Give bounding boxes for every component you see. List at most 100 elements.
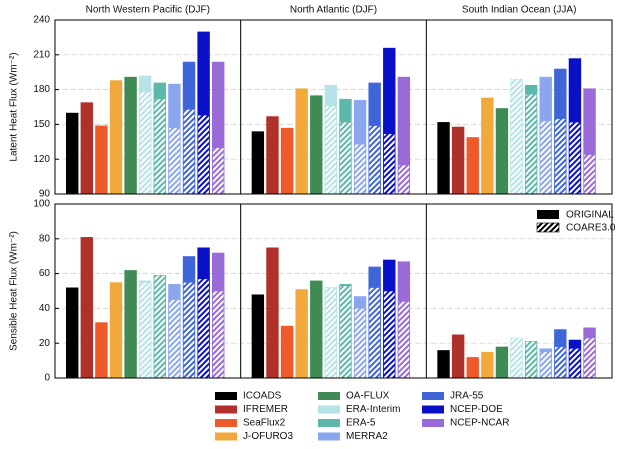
legend-swatch [318,392,340,400]
hatched-bar [153,275,166,379]
legend-label: SeaFlux2 [243,418,286,429]
hatched-bar [525,93,538,195]
y-tick-label: 150 [33,119,50,130]
legend-swatch [537,210,559,219]
bar [495,346,509,378]
legend-swatch [318,419,340,427]
bar [481,351,494,378]
bar [280,325,294,378]
bar [481,97,494,194]
hatched-bar [554,346,567,379]
hatched-bar [139,281,152,379]
bar [80,102,93,194]
legend-label: JRA-55 [450,391,484,402]
hatched-bar [397,301,410,379]
hatched-bar [525,341,538,379]
legend-label: NCEP-NCAR [450,418,509,429]
legend-swatch [215,432,237,441]
legend-label: ORIGINAL [566,210,614,221]
y-tick-label: 20 [39,338,51,349]
hatched-bar [510,337,523,379]
bar [95,125,108,194]
hatched-bar [168,127,181,195]
legend-label: OA-FLUX [346,391,390,402]
hatched-bar [339,285,352,379]
legend-swatch [422,419,444,427]
hatched-bar [354,308,367,379]
y-tick-label: 0 [44,373,50,384]
y-axis-label: Sensible Heat Flux (Wm⁻²) [9,231,20,351]
bar [310,95,323,194]
hatched-bar [568,121,581,195]
bar [295,88,308,194]
hatched-bar [183,109,196,195]
bar [80,237,93,378]
bar [466,137,479,194]
hatched-bar [368,287,381,379]
legend-label: ERA-Interim [346,404,400,415]
bar [109,282,123,378]
bar [466,357,479,378]
bar [495,108,509,194]
hatched-bar [539,351,552,379]
hatched-bar [197,114,210,195]
hatched-bar [139,91,152,195]
legend-label: NCEP-DOE [450,404,503,415]
bar [295,289,308,378]
hatched-bar [212,290,225,379]
bar [124,270,137,378]
bar [251,294,265,378]
hatched-bar [324,287,337,379]
legend-swatch [215,392,237,400]
bar [109,80,123,194]
y-axis-label: Latent Heat Flux (Wm⁻²) [9,52,20,161]
bar [95,322,108,378]
bar [437,350,450,378]
bar [451,126,465,194]
hatched-bar [324,105,337,195]
hatched-bar [568,348,581,379]
legend-swatch [422,405,444,414]
legend-swatch [318,432,340,441]
y-tick-label: 120 [33,154,50,165]
hatched-bar [153,98,166,195]
hatched-bar [397,164,410,195]
legend-label: ICOADS [243,391,282,402]
hatched-bar [510,78,523,195]
bar [66,287,79,378]
bar [310,280,323,378]
y-tick-label: 210 [33,49,50,60]
y-tick-label: 180 [33,84,50,95]
hatched-bar [197,278,210,379]
hatched-bar [368,125,381,195]
y-tick-label: 40 [39,303,51,314]
legend-label: J-OFURO3 [243,431,293,442]
group-title: North Atlantic (DJF) [290,5,377,16]
bar [66,112,79,194]
hatched-bar [339,121,352,195]
legend-label: IFREMER [243,404,288,415]
hatched-bar [168,299,181,379]
y-tick-label: 60 [39,268,51,279]
group-title: South Indian Ocean (JJA) [462,5,577,16]
bar [451,334,465,378]
hatched-bar [354,143,367,195]
panel-frame [54,203,613,379]
hatched-bar [183,281,196,379]
hatched-bar [554,118,567,195]
bar [437,122,450,194]
bar [280,127,294,194]
hatched-bar [383,133,396,195]
hatched-bar [212,147,225,195]
legend-swatch [215,419,237,427]
y-tick-label: 90 [39,189,51,200]
legend-swatch [536,222,560,233]
bar [251,131,265,194]
bar [266,247,279,378]
hatched-bar [539,120,552,195]
group-title: North Western Pacific (DJF) [86,5,210,16]
bar [266,116,279,194]
legend-swatch [215,405,237,414]
legend-swatch [422,392,444,400]
